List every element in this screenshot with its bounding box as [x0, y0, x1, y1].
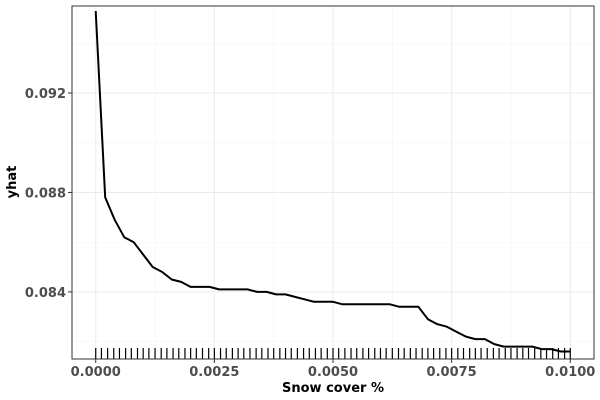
y-tick-label: 0.084	[25, 286, 66, 301]
y-tick-label: 0.092	[25, 87, 66, 102]
rug	[95, 348, 571, 359]
series-line	[94, 10, 571, 353]
x-tick-label: 0.0075	[427, 365, 477, 380]
grid	[72, 6, 594, 359]
y-tick-label: 0.088	[25, 186, 66, 201]
x-tick-label: 0.0050	[308, 365, 358, 380]
y-axis: 0.084 0.088 0.092	[25, 87, 72, 301]
x-tick-label: 0.0000	[71, 365, 121, 380]
y-axis-title: yhat	[5, 166, 20, 199]
series-group	[94, 10, 571, 353]
x-axis: 0.0000 0.0025 0.0050 0.0075 0.0100	[71, 359, 595, 380]
x-axis-title: Snow cover %	[282, 381, 384, 396]
x-tick-label: 0.0025	[189, 365, 239, 380]
x-tick-label: 0.0100	[545, 365, 595, 380]
